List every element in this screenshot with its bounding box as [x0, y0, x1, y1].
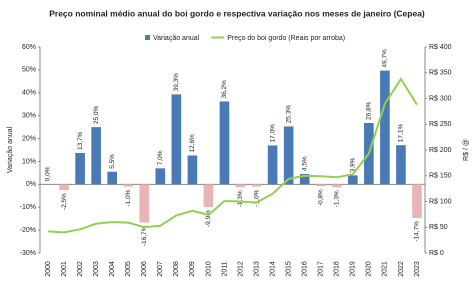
chart-title: Preço nominal médio anual do boi gordo e… [49, 8, 425, 18]
bar [139, 184, 150, 223]
y2-tick-label: R$ 50 [429, 224, 448, 231]
data-label: -1,0% [253, 189, 260, 206]
x-tick-label: 2015 [285, 261, 292, 277]
bar [283, 126, 294, 185]
x-tick-label: 2012 [237, 261, 244, 277]
bar [299, 174, 310, 185]
x-tick-label: 2022 [398, 261, 405, 277]
x-tick-label: 2013 [253, 261, 260, 277]
y2-tick-label: R$ 350 [429, 70, 452, 77]
bar [396, 145, 406, 185]
bar [75, 152, 85, 185]
y-axis-title: Variação anual [7, 126, 14, 173]
x-tick-label: 2014 [269, 261, 276, 277]
bar [331, 184, 342, 188]
data-label: -2,5% [61, 193, 68, 210]
data-label: 5,5% [109, 154, 116, 169]
y2-tick-label: R$ 400 [429, 44, 452, 51]
y-tick-label: 0% [26, 181, 36, 188]
y2-tick-label: R$ 150 [429, 173, 452, 180]
legend-label: Variação anual [153, 35, 200, 42]
x-tick-label: 2002 [77, 261, 84, 277]
y2-tick-label: R$ 0 [429, 250, 444, 257]
y2-tick-label: R$ 100 [429, 198, 452, 205]
y-tick-label: 30% [22, 113, 36, 120]
data-label: 17,0% [269, 124, 276, 143]
y-tick-label: -10% [20, 204, 36, 211]
data-label: 49,7% [382, 49, 389, 68]
data-label: 39,3% [173, 73, 180, 92]
x-tick-label: 2000 [45, 261, 52, 277]
y-tick-label: 10% [22, 158, 36, 165]
data-label: 25,3% [285, 105, 292, 124]
bar [235, 184, 246, 188]
x-tick-label: 2004 [109, 261, 116, 277]
y2-tick-label: R$ 300 [429, 95, 452, 102]
data-label: 13,7% [77, 131, 84, 150]
bar [315, 184, 326, 187]
data-label: 12,6% [189, 134, 196, 153]
bar [107, 171, 117, 185]
data-label: 4,5% [301, 156, 308, 171]
data-label: 3,9% [350, 157, 357, 172]
y-tick-label: 20% [22, 135, 36, 142]
x-tick-label: 2021 [382, 261, 389, 277]
line [47, 77, 418, 234]
y-tick-label: 50% [22, 67, 36, 74]
data-label: -1,3% [237, 190, 244, 207]
bar [348, 175, 358, 185]
x-tick-label: 2011 [221, 261, 228, 276]
data-label: 17,1% [398, 124, 405, 143]
x-tick-label: 2005 [125, 261, 132, 277]
y-tick-label: 40% [22, 90, 36, 97]
bar [187, 155, 198, 185]
x-tick-label: 2003 [93, 261, 100, 277]
data-label: -9,9% [205, 210, 212, 227]
data-label: 26,8% [366, 101, 373, 120]
bar [91, 127, 101, 185]
bar [380, 70, 390, 185]
x-tick-label: 2017 [318, 261, 325, 277]
bar [219, 101, 230, 185]
data-label: 36,2% [221, 80, 228, 99]
bar [251, 184, 262, 187]
y2-tick-label: R$ 200 [429, 147, 452, 154]
x-tick-label: 2019 [350, 261, 357, 277]
legend-label: Preço do boi gordo (Reais por arroba) [227, 35, 345, 42]
y-tick-label: 60% [22, 44, 36, 51]
bar [203, 184, 214, 207]
bar [412, 184, 422, 218]
data-label: -14,7% [414, 221, 421, 242]
data-label: -1,3% [333, 190, 340, 207]
bar [171, 94, 182, 185]
x-tick-label: 2023 [414, 261, 421, 277]
y-tick-label: -20% [20, 227, 36, 234]
x-tick-label: 2020 [366, 261, 373, 277]
bar [267, 145, 278, 185]
x-tick-label: 2018 [334, 261, 341, 277]
bar [123, 184, 134, 187]
x-tick-label: 2007 [157, 261, 164, 277]
x-tick-label: 2016 [302, 261, 309, 277]
x-tick-label: 2008 [173, 261, 180, 277]
bar [59, 184, 69, 191]
y2-axis-title: R$ / @ [463, 139, 470, 161]
y2-tick-label: R$ 250 [429, 121, 452, 128]
data-label: -16,7% [141, 225, 148, 246]
data-label: -1,0% [125, 189, 132, 206]
data-label: 7,0% [157, 150, 164, 165]
bar [155, 168, 166, 185]
data-label: 0,0% [45, 166, 52, 181]
data-label: -0,8% [317, 189, 324, 206]
y-tick-label: -30% [20, 250, 36, 257]
x-tick-label: 2009 [189, 261, 196, 277]
legend-swatch [145, 35, 150, 40]
x-tick-label: 2001 [61, 261, 68, 277]
x-tick-label: 2010 [205, 261, 212, 277]
data-label: 25,0% [93, 105, 100, 124]
x-tick-label: 2006 [141, 261, 148, 277]
